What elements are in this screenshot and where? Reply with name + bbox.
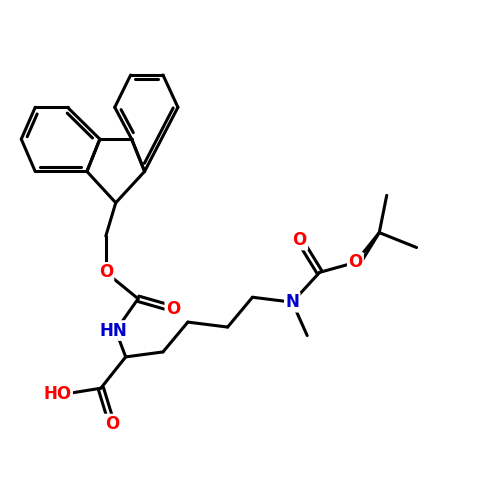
Text: O: O [166, 300, 180, 318]
Text: O: O [292, 231, 307, 249]
Text: O: O [104, 415, 119, 433]
Text: HN: HN [100, 322, 127, 340]
Text: O: O [98, 264, 113, 281]
Text: O: O [348, 254, 362, 272]
Text: HO: HO [44, 385, 72, 403]
Text: N: N [286, 293, 299, 311]
